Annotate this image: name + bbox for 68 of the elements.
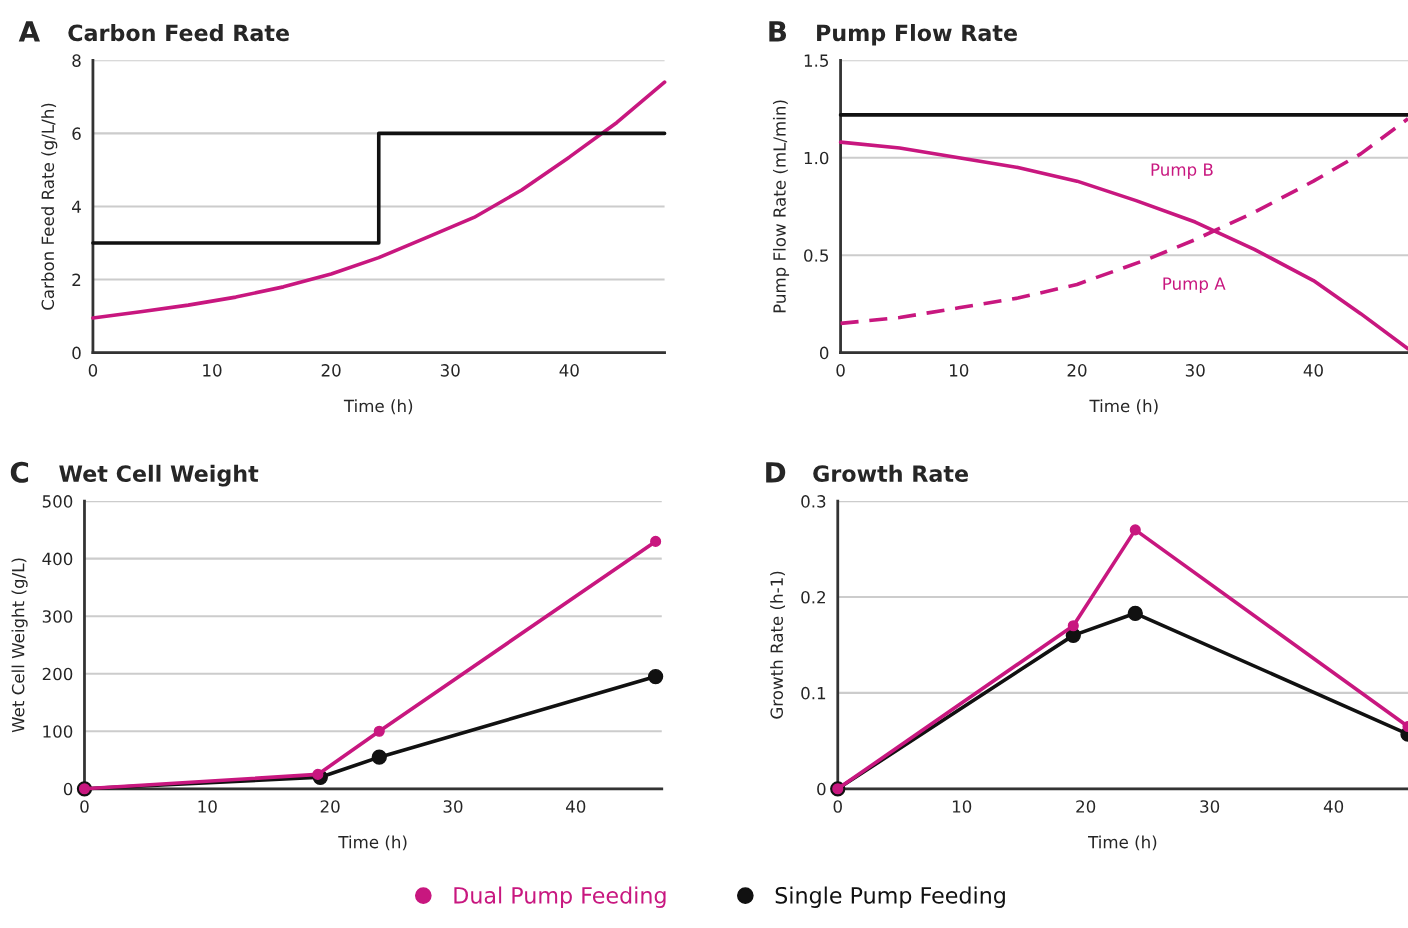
y-tick-label: 0 (72, 346, 81, 360)
y-tick-label: 4 (72, 200, 81, 213)
y-tick-label: 1.5 (804, 54, 829, 67)
text: C (10, 461, 29, 483)
y-tick-label: 0 (817, 782, 826, 796)
series-label: Pump A (1163, 277, 1226, 294)
y-tick-label: 0.5 (804, 249, 829, 262)
x-tick-label: 0 (833, 800, 842, 813)
text: D (766, 462, 786, 483)
x-tick-label: 10 (950, 364, 969, 377)
point (371, 749, 387, 765)
x-tick-label: 20 (1067, 364, 1087, 377)
x-tick-label: 30 (1185, 364, 1205, 377)
x-tick-label: 20 (321, 364, 341, 377)
x-tick-label: 30 (440, 364, 460, 377)
y-tick-label: 100 (43, 725, 73, 738)
y-tick-label: 6 (72, 127, 81, 140)
y-tick-label: 1.0 (804, 151, 829, 165)
x-tick-label: 0 (80, 800, 89, 813)
point (647, 668, 664, 685)
x-axis-title: Time (h) (1088, 835, 1157, 851)
legend-label: Single Pump Feeding (775, 886, 1005, 908)
x-tick-label: 40 (1323, 800, 1344, 813)
x-tick-label: 30 (443, 800, 463, 813)
y-tick-label: 200 (42, 667, 73, 681)
x-tick-label: 40 (559, 364, 579, 377)
point (1129, 524, 1141, 536)
x-tick-label: 20 (1076, 800, 1096, 813)
line-series (91, 80, 667, 320)
x-axis-title: Time (h) (1089, 399, 1158, 415)
y-axis-title: Pump Flow Rate (mL/min) (772, 100, 790, 313)
x-tick-label: 0 (88, 364, 98, 377)
chart-title: Growth Rate (813, 464, 968, 482)
y-tick-label: 0.3 (801, 495, 826, 508)
legend-label: Dual Pump Feeding (454, 886, 666, 908)
x-tick-label: 0 (836, 364, 845, 377)
x-tick-label: 40 (565, 800, 586, 813)
point (1127, 605, 1143, 621)
x-tick-label: 10 (198, 800, 217, 813)
y-tick-label: 0 (819, 346, 829, 360)
y-axis-title: Growth Rate (h-1) (770, 571, 785, 719)
point (1067, 620, 1079, 632)
y-tick-label: 0.2 (801, 590, 825, 604)
x-tick-label: 40 (1303, 364, 1323, 377)
x-tick-label: 10 (952, 800, 972, 813)
chart-title: Pump Flow Rate (817, 23, 1018, 46)
point (312, 768, 324, 780)
x-axis-title: Time (h) (338, 835, 407, 851)
point (373, 725, 385, 737)
x-tick-label: 10 (203, 364, 222, 377)
y-axis-title: Wet Cell Weight (g/L) (11, 558, 28, 733)
text: A (18, 21, 40, 42)
point (650, 535, 662, 547)
y-axis-title: Carbon Feed Rate (g/L/h) (41, 103, 58, 310)
chart-title: Wet Cell Weight (59, 464, 259, 487)
x-axis-title: Time (h) (343, 399, 413, 415)
y-tick-label: 2 (72, 273, 81, 286)
text: B (769, 21, 787, 42)
y-tick-label: 400 (42, 552, 73, 566)
x-tick-label: 30 (1200, 800, 1220, 813)
y-tick-label: 0.1 (801, 686, 826, 700)
y-tick-label: 0 (63, 782, 73, 796)
y-tick-label: 8 (72, 54, 81, 67)
x-tick-label: 20 (320, 800, 340, 813)
y-tick-label: 500 (42, 495, 73, 508)
chart-title: Carbon Feed Rate (68, 23, 289, 42)
y-tick-label: 300 (42, 610, 73, 623)
series-label: Pump B (1151, 163, 1213, 180)
